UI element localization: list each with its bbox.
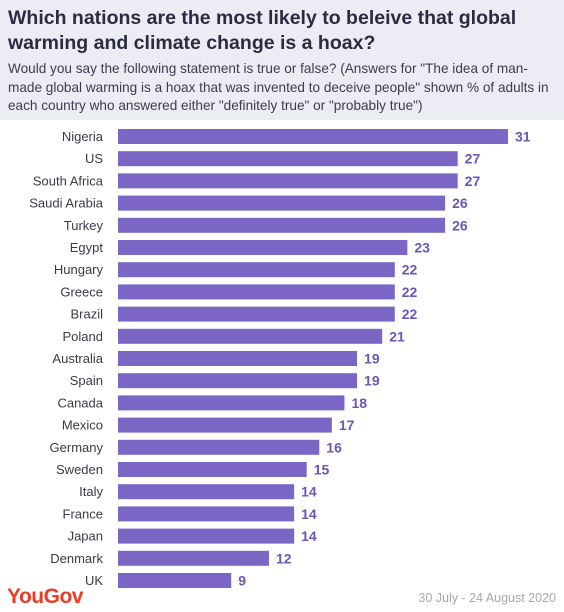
bar <box>118 129 508 144</box>
chart-subtitle: Would you say the following statement is… <box>8 61 549 113</box>
chart-title: Which nations are the most likely to bel… <box>8 7 517 54</box>
category-label: Australia <box>52 351 103 366</box>
category-label: Turkey <box>64 218 104 233</box>
value-label: 22 <box>402 306 418 322</box>
bar <box>118 462 307 477</box>
category-label: Canada <box>57 395 103 410</box>
value-label: 19 <box>364 373 380 389</box>
value-label: 14 <box>301 528 317 544</box>
category-label: Saudi Arabia <box>29 196 103 211</box>
value-label: 14 <box>301 484 317 500</box>
bar <box>118 306 395 322</box>
value-label: 9 <box>238 573 246 589</box>
bar <box>118 439 320 455</box>
category-label: Mexico <box>62 418 103 433</box>
category-label: Japan <box>68 529 103 544</box>
value-label: 22 <box>402 284 418 300</box>
category-label: Brazil <box>70 307 103 322</box>
date-range: 30 July - 24 August 2020 <box>418 591 556 605</box>
category-label: Denmark <box>50 551 103 566</box>
bar <box>118 173 458 189</box>
value-label: 21 <box>389 328 405 344</box>
category-label: UK <box>85 573 103 588</box>
category-label: France <box>63 506 103 521</box>
category-label: Poland <box>63 329 103 344</box>
category-label: Sweden <box>56 462 103 477</box>
bar <box>118 373 358 389</box>
value-label: 27 <box>465 151 481 167</box>
value-label: 12 <box>276 550 292 566</box>
value-label: 27 <box>465 173 481 189</box>
value-label: 18 <box>351 395 367 411</box>
value-label: 19 <box>364 351 380 367</box>
category-label: South Africa <box>33 173 104 188</box>
category-label: US <box>85 151 103 166</box>
bar <box>118 240 408 255</box>
bar <box>118 484 295 500</box>
bar <box>118 550 269 566</box>
value-label: 26 <box>452 217 468 233</box>
bar <box>118 506 295 522</box>
bar <box>118 217 446 233</box>
value-label: 15 <box>314 462 330 478</box>
value-label: 16 <box>326 439 342 455</box>
value-label: 17 <box>339 417 355 433</box>
bar <box>118 284 395 300</box>
category-label: Egypt <box>70 240 104 255</box>
bar <box>118 151 458 167</box>
category-label: Spain <box>70 373 103 388</box>
category-label: Greece <box>60 284 103 299</box>
bar <box>118 528 295 544</box>
category-label: Nigeria <box>62 129 104 144</box>
bar <box>118 351 358 366</box>
bar <box>118 262 395 278</box>
category-label: Hungary <box>54 262 104 277</box>
value-label: 23 <box>414 240 430 256</box>
value-label: 31 <box>515 129 531 145</box>
yougov-logo: YouGov <box>7 585 83 608</box>
bar <box>118 417 332 433</box>
header-panel: Which nations are the most likely to bel… <box>0 0 564 120</box>
value-label: 26 <box>452 195 468 211</box>
bar <box>118 195 446 211</box>
bar <box>118 573 232 588</box>
category-label: Germany <box>50 440 104 455</box>
value-label: 22 <box>402 262 418 278</box>
bar <box>118 395 345 411</box>
value-label: 14 <box>301 506 317 522</box>
category-label: Italy <box>79 484 103 499</box>
bar <box>118 328 383 344</box>
